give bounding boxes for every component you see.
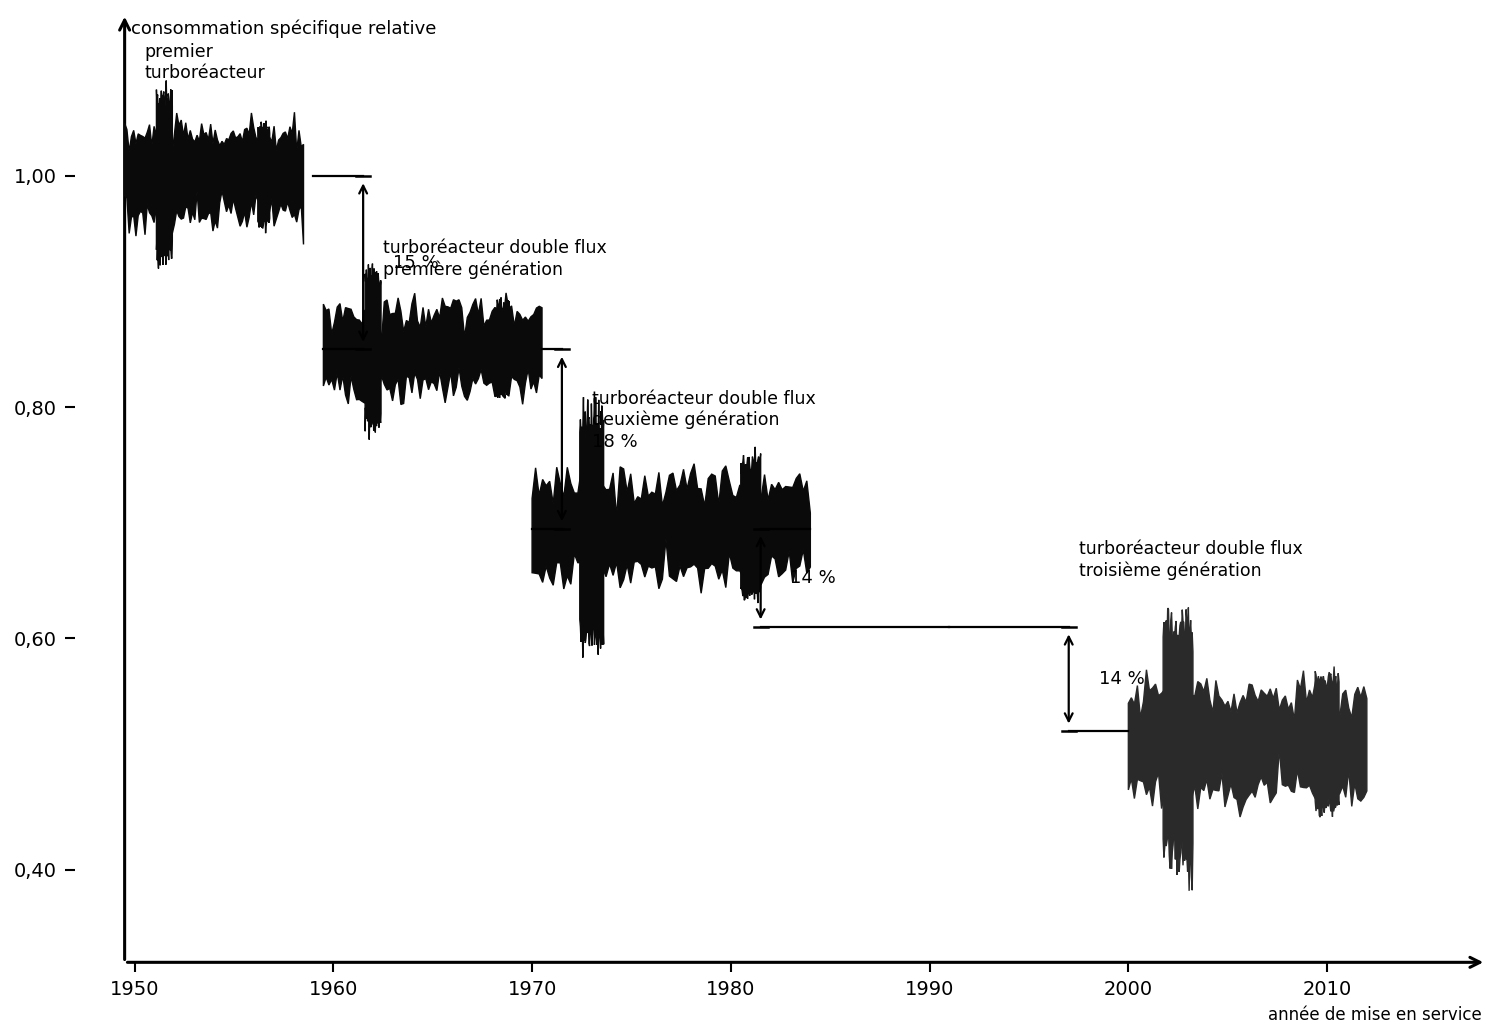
Polygon shape (1162, 607, 1192, 891)
Polygon shape (1316, 666, 1340, 818)
Polygon shape (156, 80, 172, 268)
Text: 14 %: 14 % (1098, 670, 1144, 688)
Text: consommation spécifique relative: consommation spécifique relative (130, 20, 436, 38)
Polygon shape (580, 397, 603, 658)
Polygon shape (495, 297, 508, 398)
Polygon shape (532, 464, 810, 593)
Text: turboréacteur double flux
troisième génération: turboréacteur double flux troisième géné… (1078, 540, 1302, 579)
Polygon shape (364, 264, 381, 439)
Polygon shape (1128, 670, 1366, 822)
Text: turboréacteur double flux
première génération: turboréacteur double flux première génér… (382, 239, 608, 278)
Polygon shape (258, 121, 270, 233)
Polygon shape (741, 446, 760, 603)
Text: 18 %: 18 % (591, 433, 638, 451)
Text: premier
turboréacteur: premier turboréacteur (144, 43, 266, 81)
Text: 14 %: 14 % (790, 569, 836, 588)
Polygon shape (124, 112, 303, 244)
Polygon shape (324, 293, 542, 404)
Text: année de mise en service: année de mise en service (1269, 1006, 1482, 1024)
Text: turboréacteur double flux
deuxième génération: turboréacteur double flux deuxième génér… (591, 390, 816, 429)
Text: 15 %: 15 % (393, 254, 438, 271)
